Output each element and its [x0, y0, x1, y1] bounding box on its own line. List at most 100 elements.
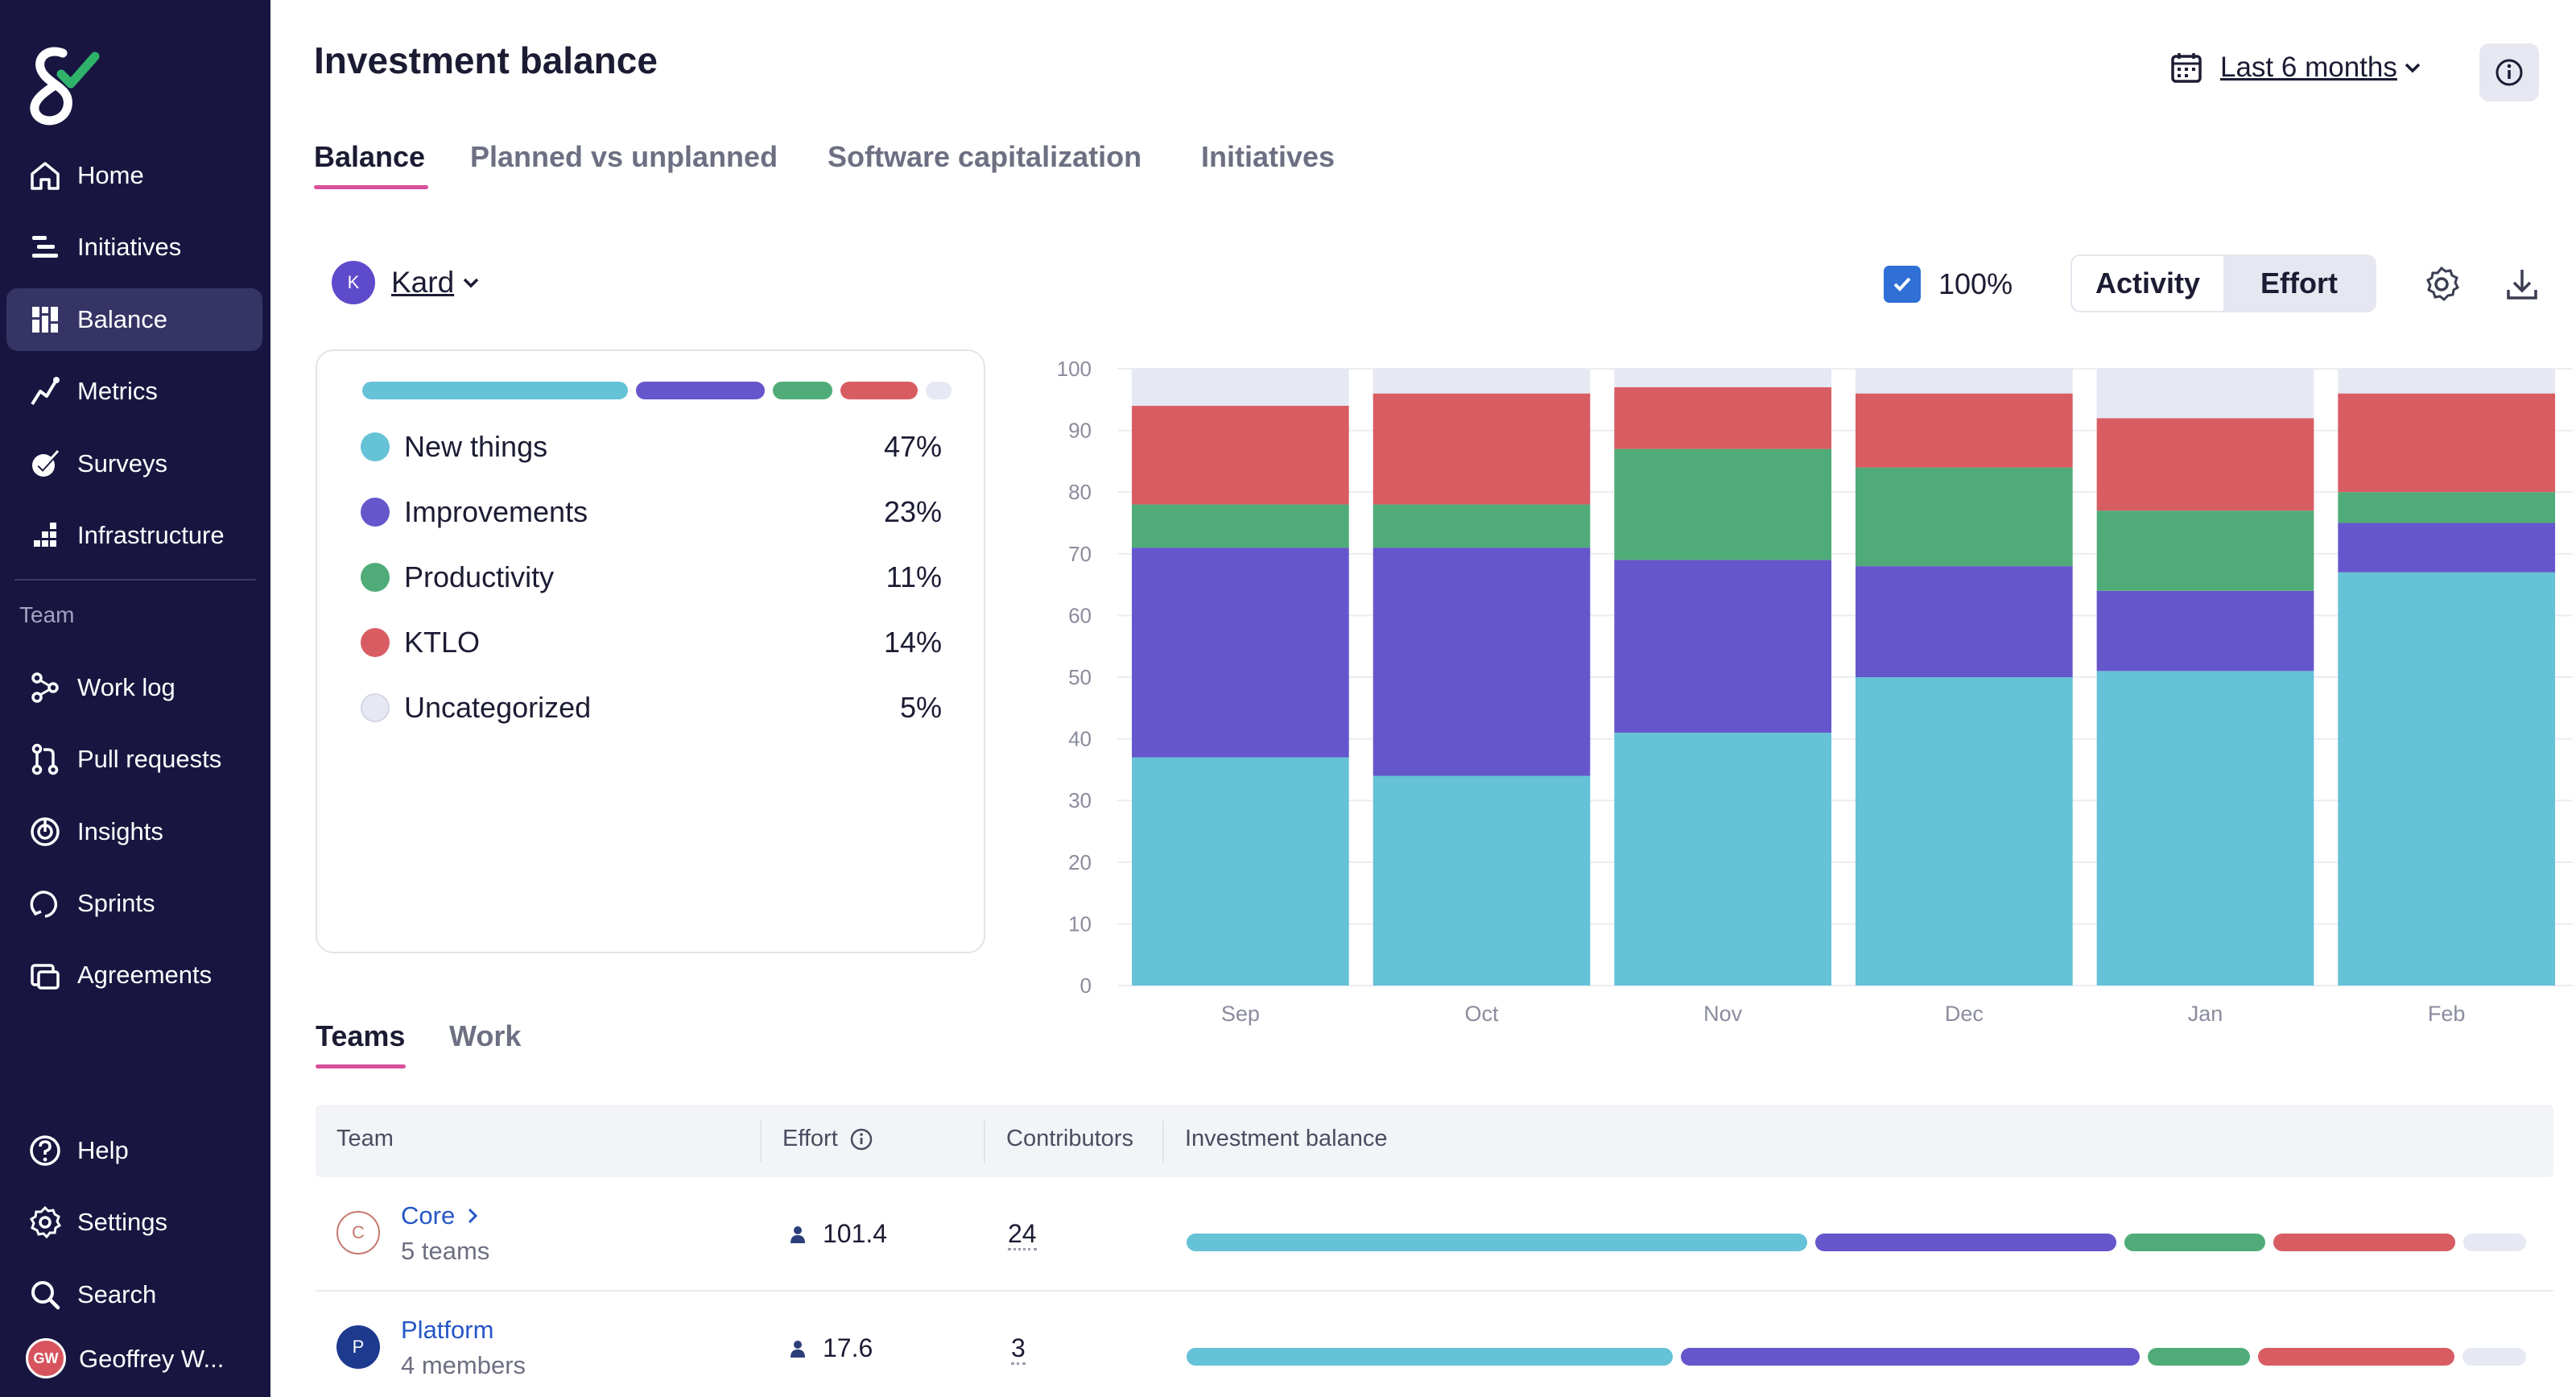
gear-icon[interactable]	[2421, 264, 2462, 304]
sidebar-item-search[interactable]: Search	[6, 1263, 262, 1326]
user-name[interactable]: Geoffrey W...	[79, 1345, 225, 1373]
bar-segment-ktlo[interactable]	[1132, 405, 1349, 505]
bar-segment-productivity[interactable]	[2338, 492, 2556, 523]
sidebar-item-agreements[interactable]: Agreements	[6, 944, 262, 1006]
tab-balance[interactable]: Balance	[314, 140, 426, 173]
user-avatar[interactable]: GW	[26, 1338, 66, 1378]
legend-item[interactable]: Improvements 23%	[361, 492, 942, 532]
percent-checkbox[interactable]	[1884, 266, 1921, 303]
bar-segment-productivity[interactable]	[1856, 467, 2073, 567]
pull-request-icon	[26, 740, 64, 779]
bar-segment-new-things[interactable]	[2338, 572, 2556, 986]
sidebar-item-label: Metrics	[77, 377, 158, 405]
row-balance-bar	[1187, 1234, 2526, 1251]
info-button[interactable]	[2479, 43, 2539, 101]
legend-percent: 47%	[883, 430, 942, 463]
sidebar-item-help[interactable]: Help	[6, 1119, 262, 1182]
sidebar-item-settings[interactable]: Settings	[6, 1191, 262, 1254]
contributors-count[interactable]: 3	[1011, 1333, 1026, 1365]
info-icon[interactable]	[849, 1127, 873, 1151]
bar-segment-ktlo[interactable]	[1373, 393, 1591, 505]
legend-item[interactable]: New things 47%	[361, 427, 942, 467]
table-header	[316, 1105, 2553, 1177]
contributors-count[interactable]: 24	[1008, 1219, 1037, 1250]
sidebar-item-pull-requests[interactable]: Pull requests	[6, 728, 262, 791]
team-avatar: K	[332, 261, 375, 304]
bar-segment-new-things[interactable]	[1856, 677, 2073, 986]
tab-software-capitalization[interactable]: Software capitalization	[828, 140, 1142, 173]
sidebar-item-label: Work log	[77, 673, 175, 701]
sidebar-item-label: Pull requests	[77, 745, 222, 773]
tab-teams[interactable]: Teams	[316, 1019, 406, 1052]
balance-segment-uncategorized	[2463, 1234, 2526, 1251]
date-range-picker[interactable]: Last 6 months	[2169, 50, 2423, 85]
bar-segment-improvements[interactable]	[1614, 560, 1832, 733]
bar-segment-ktlo[interactable]	[1856, 393, 2073, 468]
legend-item[interactable]: Productivity 11%	[361, 557, 942, 597]
y-tick-label: 10	[1068, 911, 1092, 936]
toggle-effort[interactable]: Effort	[2223, 256, 2375, 311]
bar-segment-improvements[interactable]	[2338, 523, 2556, 572]
percent-toggle[interactable]: 100%	[1884, 266, 2013, 303]
bar-segment-uncategorized[interactable]	[2338, 369, 2556, 394]
sidebar-item-insights[interactable]: Insights	[6, 800, 262, 863]
sidebar-item-surveys[interactable]: Surveys	[6, 432, 262, 495]
chevron-right-icon	[469, 1208, 478, 1224]
legend-item[interactable]: Uncategorized 5%	[361, 688, 942, 728]
team-link-core[interactable]: Core	[401, 1201, 482, 1230]
sidebar-item-work-log[interactable]: Work log	[6, 656, 262, 719]
bar-segment-productivity[interactable]	[1132, 504, 1349, 548]
bar-segment-productivity[interactable]	[1614, 448, 1832, 560]
bar-segment-new-things[interactable]	[1614, 732, 1832, 986]
help-icon	[26, 1131, 64, 1170]
swarmia-logo-icon[interactable]	[21, 42, 101, 130]
bar-segment-uncategorized[interactable]	[1856, 369, 2073, 394]
bar-segment-ktlo[interactable]	[2338, 393, 2556, 493]
toggle-activity[interactable]: Activity	[2095, 267, 2201, 300]
bar-segment-new-things[interactable]	[1132, 757, 1349, 986]
column-header-contributors[interactable]: Contributors	[1006, 1126, 1133, 1151]
tab-planned-vs-unplanned[interactable]: Planned vs unplanned	[470, 140, 778, 173]
summary-bar-ktlo	[840, 382, 918, 399]
bar-segment-productivity[interactable]	[1373, 504, 1591, 548]
bar-segment-uncategorized[interactable]	[1614, 369, 1832, 387]
bar-segment-improvements[interactable]	[1132, 548, 1349, 758]
legend-item[interactable]: KTLO 14%	[361, 622, 942, 663]
balance-segment-uncategorized	[2462, 1348, 2526, 1366]
y-tick-label: 100	[1057, 357, 1092, 381]
bar-segment-ktlo[interactable]	[1614, 386, 1832, 449]
bar-segment-ktlo[interactable]	[2096, 418, 2314, 511]
balance-segment-improvements	[1681, 1348, 2140, 1366]
sidebar-item-initiatives[interactable]: Initiatives	[6, 216, 262, 279]
sidebar-item-balance[interactable]: Balance	[6, 288, 262, 351]
bar-segment-uncategorized[interactable]	[1373, 369, 1591, 394]
bar-segment-uncategorized[interactable]	[1132, 369, 1349, 406]
bar-segment-improvements[interactable]	[2096, 590, 2314, 672]
bar-segment-new-things[interactable]	[2096, 671, 2314, 986]
bar-segment-new-things[interactable]	[1373, 775, 1591, 986]
column-header-investment-balance[interactable]: Investment balance	[1185, 1126, 1388, 1151]
sidebar-item-label: Search	[77, 1280, 157, 1308]
team-link-platform[interactable]: Platform	[401, 1316, 493, 1345]
sidebar-item-infrastructure[interactable]: Infrastructure	[6, 504, 262, 567]
bar-segment-improvements[interactable]	[1373, 548, 1591, 776]
team-selector[interactable]: K Kard	[332, 261, 481, 304]
row-balance-bar	[1187, 1348, 2526, 1366]
work-log-icon	[26, 668, 64, 707]
sidebar-item-home[interactable]: Home	[6, 144, 262, 207]
sidebar-item-metrics[interactable]: Metrics	[6, 360, 262, 423]
tab-work[interactable]: Work	[449, 1019, 522, 1052]
bar-segment-productivity[interactable]	[2096, 510, 2314, 591]
legend-dot	[361, 498, 390, 527]
team-name: Kard	[391, 266, 455, 299]
team-avatar: P	[336, 1325, 380, 1369]
column-header-team[interactable]: Team	[336, 1126, 394, 1151]
download-icon[interactable]	[2502, 264, 2542, 304]
column-header-effort[interactable]: Effort	[782, 1126, 873, 1152]
tab-initiatives[interactable]: Initiatives	[1201, 140, 1335, 173]
bar-segment-improvements[interactable]	[1856, 566, 2073, 677]
y-tick-label: 90	[1068, 419, 1092, 443]
sidebar-item-sprints[interactable]: Sprints	[6, 872, 262, 935]
bar-segment-uncategorized[interactable]	[2096, 369, 2314, 419]
sidebar-item-label: Balance	[77, 305, 168, 333]
